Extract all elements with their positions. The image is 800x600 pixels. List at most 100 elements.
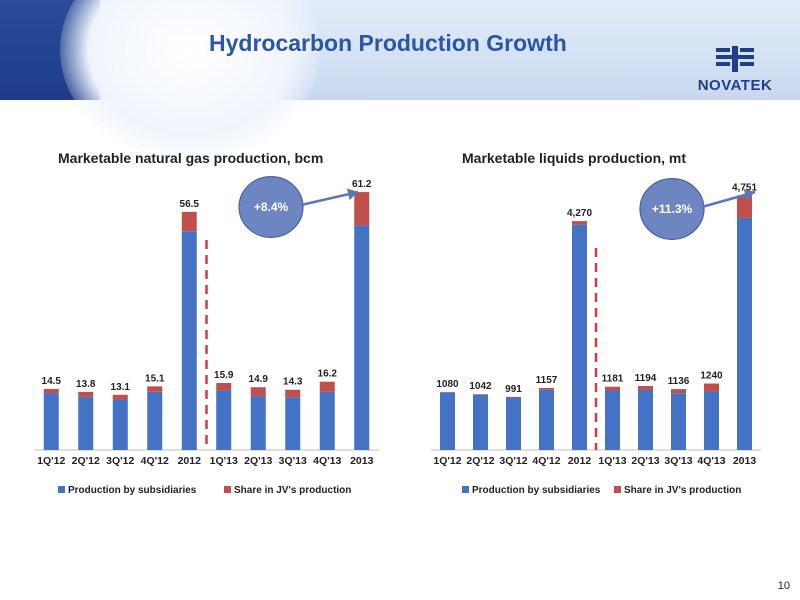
data-label: 1042 [469, 381, 492, 392]
data-label: 4,270 [567, 208, 592, 219]
legend-label-subsidiaries: Production by subsidiaries [68, 485, 197, 496]
logo-text: NOVATEK [697, 77, 773, 94]
bar-jv-share [112, 394, 128, 400]
x-tick-label: 4Q'13 [697, 455, 725, 467]
x-tick-label: 2Q'12 [466, 455, 494, 467]
bar-jv-share [147, 386, 163, 392]
growth-label: +11.3% [652, 202, 693, 216]
chart-legend: Production by subsidiaries Share in JV's … [58, 485, 351, 496]
x-tick-label: 3Q'13 [279, 455, 307, 467]
x-tick-label: 3Q'12 [106, 455, 134, 467]
x-tick-label: 2Q'13 [631, 455, 659, 467]
x-tick-label: 3Q'13 [664, 455, 692, 467]
data-label: 1181 [602, 374, 624, 385]
x-tick-label: 2012 [178, 455, 202, 467]
bar-jv-share [704, 383, 719, 392]
x-tick-label: 1Q'13 [598, 455, 626, 467]
data-label: 13.8 [76, 379, 96, 390]
bar-jv-share [78, 391, 94, 397]
bar-subsidiaries [704, 391, 719, 450]
logo-mark-icon [716, 46, 754, 72]
bar-jv-share [43, 388, 59, 394]
data-label: 1080 [436, 379, 459, 390]
bar-jv-share [181, 211, 197, 232]
bar-jv-share [473, 394, 488, 395]
x-tick-label: 2013 [350, 455, 374, 467]
legend-label-subsidiaries: Production by subsidiaries [472, 485, 601, 496]
bar-subsidiaries [78, 396, 94, 450]
bar-subsidiaries [671, 393, 686, 450]
data-label: 13.1 [111, 382, 131, 393]
x-tick-label: 4Q'13 [313, 455, 341, 467]
data-label: 4,751 [732, 182, 757, 193]
data-label: 14.9 [249, 374, 269, 385]
legend-label-jv-share: Share in JV's production [234, 485, 351, 496]
x-tick-label: 2Q'12 [72, 455, 100, 467]
x-tick-label: 4Q'12 [141, 455, 169, 467]
bar-jv-share [216, 382, 232, 391]
bar-subsidiaries [319, 391, 335, 450]
company-logo: NOVATEK [690, 44, 780, 96]
growth-circle [639, 178, 705, 241]
data-label: 16.2 [318, 369, 338, 380]
bar-subsidiaries [737, 217, 752, 450]
data-label: 15.9 [214, 370, 234, 381]
growth-bubble: +11.3% [639, 178, 705, 241]
data-label: 1157 [536, 375, 558, 386]
bar-jv-share [638, 386, 653, 390]
bar-jv-share [539, 387, 554, 390]
growth-arrow-head [346, 188, 358, 201]
x-tick-label: 1Q'13 [210, 455, 238, 467]
data-label: 14.3 [283, 377, 303, 388]
bar-jv-share [319, 381, 335, 392]
x-tick-label: 2012 [568, 455, 592, 467]
growth-label: +8.4% [254, 200, 289, 214]
data-label: 61.2 [352, 179, 372, 190]
legend-swatch-subsidiaries [58, 486, 65, 493]
bar-subsidiaries [638, 389, 653, 450]
bar-jv-share [737, 195, 752, 218]
bar-subsidiaries [112, 399, 128, 450]
bar-subsidiaries [440, 392, 455, 450]
bar-subsidiaries [572, 224, 587, 450]
bar-subsidiaries [181, 231, 197, 450]
x-tick-label: 2Q'13 [244, 455, 272, 467]
legend-swatch-jv-share [614, 486, 621, 493]
gas-chart-title: Marketable natural gas production, bcm [58, 150, 324, 166]
growth-bubble: +8.4% [238, 176, 304, 239]
bar-jv-share [605, 386, 620, 391]
x-tick-label: 1Q'12 [37, 455, 65, 467]
bar-subsidiaries [285, 397, 301, 450]
page-number: 10 [777, 580, 790, 592]
data-label: 14.5 [42, 376, 62, 387]
bar-jv-share [506, 396, 521, 398]
bar-jv-share [285, 389, 301, 398]
legend-label-jv-share: Share in JV's production [624, 485, 741, 496]
legend-swatch-subsidiaries [462, 486, 469, 493]
data-label: 1194 [635, 373, 657, 384]
bar-jv-share [250, 387, 266, 397]
bar-jv-share [354, 192, 370, 226]
bar-subsidiaries [354, 225, 370, 450]
growth-circle [238, 176, 304, 239]
data-label: 15.1 [145, 373, 165, 384]
page-title: Hydrocarbon Production Growth [209, 30, 567, 56]
data-label: 56.5 [180, 199, 200, 210]
x-tick-label: 4Q'12 [532, 455, 560, 467]
bar-jv-share [671, 389, 686, 394]
bar-subsidiaries [216, 390, 232, 450]
x-tick-label: 2013 [733, 455, 757, 467]
x-tick-label: 3Q'12 [499, 455, 527, 467]
bar-subsidiaries [147, 391, 163, 450]
growth-arrow-head [743, 188, 755, 201]
chart-legend: Production by subsidiaries Share in JV's … [462, 485, 741, 496]
bar-jv-share [572, 221, 587, 225]
bar-subsidiaries [539, 389, 554, 450]
data-label: 1240 [700, 371, 723, 382]
data-label: 991 [505, 384, 522, 395]
bar-subsidiaries [250, 396, 266, 450]
legend-swatch-jv-share [224, 486, 231, 493]
bar-subsidiaries [605, 390, 620, 450]
